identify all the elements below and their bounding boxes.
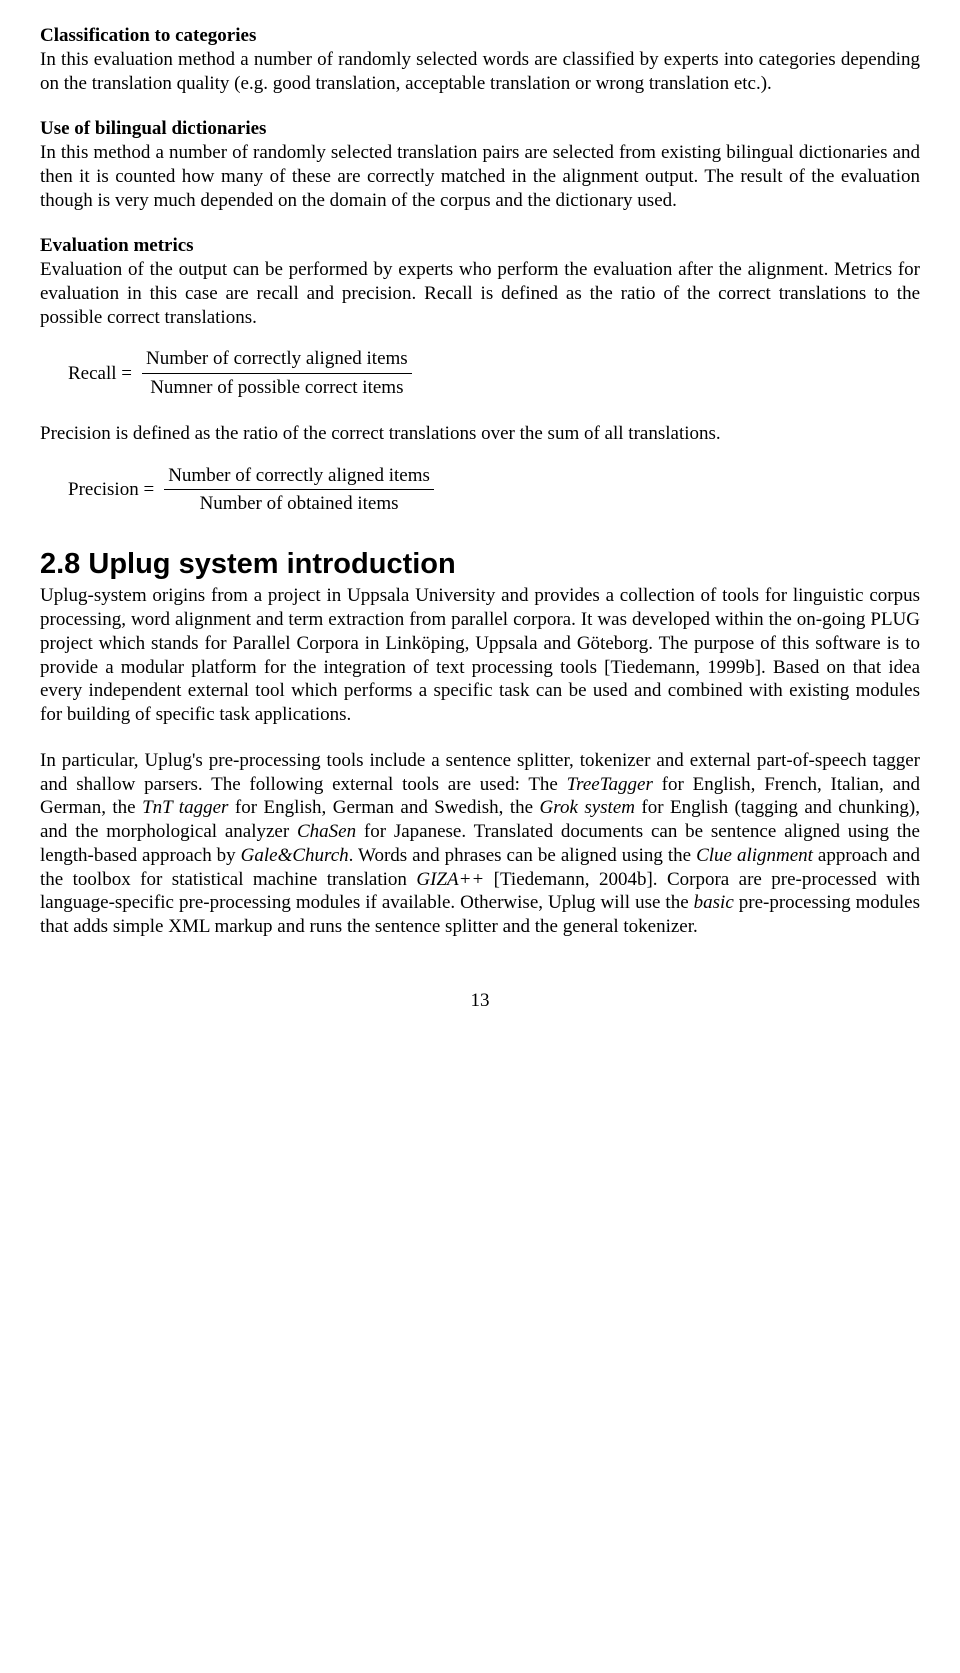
paragraph-uplug-1: Uplug-system origins from a project in U…: [40, 584, 920, 727]
treetagger-term: TreeTagger: [567, 774, 653, 795]
paragraph-bilingual: In this method a number of randomly sele…: [40, 141, 920, 212]
recall-fraction: Number of correctly aligned items Numner…: [142, 347, 412, 400]
recall-denominator: Numner of possible correct items: [146, 374, 407, 400]
recall-label: Recall =: [68, 362, 132, 386]
basic-term: basic: [694, 892, 734, 913]
paragraph-precision-intro: Precision is defined as the ratio of the…: [40, 422, 920, 446]
page-number: 13: [40, 989, 920, 1013]
recall-numerator: Number of correctly aligned items: [142, 347, 412, 374]
paragraph-classification: In this evaluation method a number of ra…: [40, 48, 920, 96]
uplug-p2-part6: . Words and phrases can be aligned using…: [349, 845, 696, 866]
clue-term: Clue alignment: [696, 845, 813, 866]
heading-uplug: 2.8 Uplug system introduction: [40, 546, 920, 582]
giza-term: GIZA++: [416, 869, 484, 890]
paragraph-metrics: Evaluation of the output can be performe…: [40, 258, 920, 329]
precision-numerator: Number of correctly aligned items: [164, 464, 434, 491]
section-classification: Classification to categories In this eva…: [40, 24, 920, 95]
paragraph-uplug-2: In particular, Uplug's pre-processing to…: [40, 749, 920, 939]
precision-denominator: Number of obtained items: [196, 490, 403, 516]
section-metrics: Evaluation metrics Evaluation of the out…: [40, 234, 920, 329]
precision-label: Precision =: [68, 478, 154, 502]
grok-term: Grok system: [540, 797, 635, 818]
chasen-term: ChaSen: [297, 821, 356, 842]
tnttagger-term: TnT tagger: [142, 797, 228, 818]
formula-precision: Precision = Number of correctly aligned …: [68, 464, 920, 517]
precision-fraction: Number of correctly aligned items Number…: [164, 464, 434, 517]
formula-recall: Recall = Number of correctly aligned ite…: [68, 347, 920, 400]
galechurch-term: Gale&Church: [241, 845, 349, 866]
heading-bilingual: Use of bilingual dictionaries: [40, 117, 920, 141]
uplug-p2-part3: for English, German and Swedish, the: [228, 797, 539, 818]
heading-metrics: Evaluation metrics: [40, 234, 920, 258]
heading-classification: Classification to categories: [40, 24, 920, 48]
section-bilingual: Use of bilingual dictionaries In this me…: [40, 117, 920, 212]
